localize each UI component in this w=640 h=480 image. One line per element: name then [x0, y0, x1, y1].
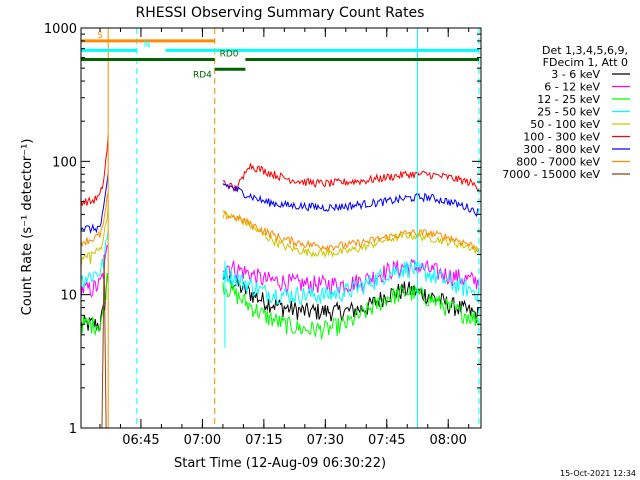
- annotation-label-2: N: [144, 40, 151, 50]
- series-line-3-seg-2: [222, 282, 480, 340]
- x-tick-label-5: 07:45: [368, 433, 405, 448]
- y-tick-label-1: 1: [69, 422, 77, 437]
- legend-title-line-1: Det 1,3,4,5,6,9,: [542, 44, 628, 57]
- series-line-6-seg-2: [222, 163, 480, 192]
- legend-label-9: 7000 - 15000 keV: [502, 168, 600, 181]
- chart-title: RHESSI Observing Summary Count Rates: [136, 5, 425, 21]
- x-tick-label-1: 06:45: [122, 433, 159, 448]
- x-tick-label-3: 07:15: [245, 433, 282, 448]
- y-tick-label-4: 1000: [44, 22, 77, 37]
- series-line-4-seg-2: [222, 260, 480, 306]
- plot-frame: [80, 27, 482, 429]
- legend-label-3: 12 - 25 keV: [537, 93, 600, 106]
- series-line-5-seg-2: [222, 211, 480, 259]
- x-tick-label-6: 08:00: [429, 433, 466, 448]
- annotation-label-4: RD0: [220, 50, 239, 60]
- series-line-9-seg-1: [101, 254, 107, 429]
- x-tick-label-2: 07:00: [184, 433, 221, 448]
- legend-label-4: 25 - 50 keV: [537, 106, 600, 119]
- legend-label-7: 300 - 800 keV: [523, 143, 600, 156]
- axes: 1 10 100 1000 06:45 07:00 07:15 07:30 07:45 08:00: [44, 22, 482, 448]
- x-tick-label-4: 07:30: [307, 433, 344, 448]
- series-line-8-seg-2: [222, 210, 480, 253]
- legend-label-5: 50 - 100 keV: [530, 118, 600, 131]
- legend: Det 1,3,4,5,6,9,FDecim 1, Att 03 - 6 keV…: [502, 44, 630, 181]
- series-line-8-seg-1: [80, 192, 109, 248]
- y-tick-label-3: 100: [52, 155, 77, 170]
- series-line-7-seg-2: [222, 183, 480, 218]
- y-tick-label-2: 10: [60, 289, 77, 304]
- legend-label-6: 100 - 300 keV: [523, 131, 600, 144]
- x-axis-label: Start Time (12-Aug-09 06:30:22): [174, 456, 386, 471]
- annotation-label-5: RD4: [193, 70, 212, 80]
- series-line-6-seg-1: [80, 135, 109, 206]
- annotation-label-1: S: [97, 31, 103, 41]
- legend-label-1: 3 - 6 keV: [551, 68, 600, 81]
- legend-label-8: 800 - 7000 keV: [516, 156, 600, 169]
- y-axis-label: Count Rate (s⁻¹ detector⁻¹): [20, 139, 35, 316]
- series-line-7-seg-1: [80, 172, 109, 235]
- series-line-5-seg-1: [80, 206, 109, 267]
- footer-stamp: 15-Oct-2021 12:34: [560, 469, 636, 478]
- series-line-2-seg-2: [222, 258, 480, 295]
- legend-label-2: 6 - 12 keV: [544, 81, 600, 94]
- legend-title-line-2: FDecim 1, Att 0: [543, 56, 628, 69]
